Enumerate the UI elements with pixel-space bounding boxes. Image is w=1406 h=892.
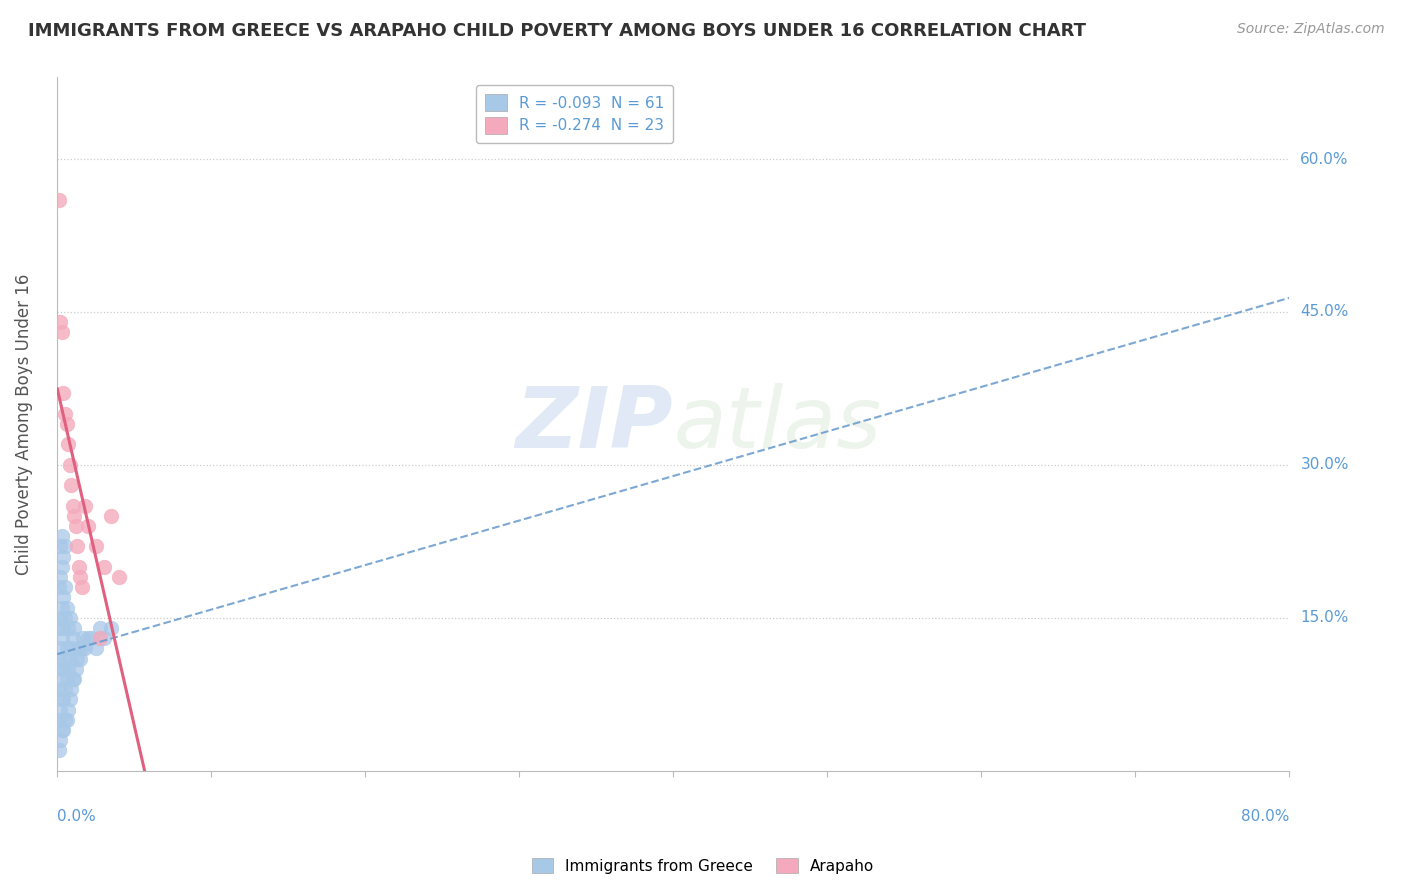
Point — [73, 499, 96, 513]
Point — [56, 437, 79, 451]
Point — [51, 723, 73, 737]
Point — [63, 672, 86, 686]
Point — [93, 631, 115, 645]
Point — [51, 326, 73, 340]
Point — [49, 733, 72, 747]
Point — [51, 559, 73, 574]
Point — [56, 621, 79, 635]
Text: 45.0%: 45.0% — [1301, 304, 1348, 319]
Point — [51, 529, 73, 543]
Point — [108, 570, 131, 584]
Point — [60, 682, 83, 697]
Point — [51, 662, 73, 676]
Point — [52, 692, 75, 706]
Point — [49, 570, 72, 584]
Point — [53, 713, 76, 727]
Point — [67, 559, 90, 574]
Point — [67, 641, 90, 656]
Point — [72, 631, 94, 645]
Point — [77, 631, 100, 645]
Point — [55, 713, 77, 727]
Point — [49, 702, 72, 716]
Point — [66, 540, 89, 554]
Point — [53, 407, 76, 421]
Text: 0.0%: 0.0% — [58, 809, 96, 824]
Point — [69, 570, 91, 584]
Point — [48, 193, 70, 207]
Point — [53, 651, 76, 665]
Point — [69, 651, 91, 665]
Point — [60, 478, 83, 492]
Point — [51, 631, 73, 645]
Text: 60.0%: 60.0% — [1301, 152, 1348, 167]
Point — [89, 631, 111, 645]
Point — [55, 641, 77, 656]
Text: 15.0%: 15.0% — [1301, 610, 1348, 625]
Y-axis label: Child Poverty Among Boys Under 16: Child Poverty Among Boys Under 16 — [15, 273, 32, 574]
Point — [53, 682, 76, 697]
Point — [48, 580, 70, 594]
Point — [100, 508, 122, 523]
Point — [66, 651, 89, 665]
Point — [59, 651, 82, 665]
Point — [48, 743, 70, 757]
Point — [60, 641, 83, 656]
Point — [52, 549, 75, 564]
Point — [49, 315, 72, 329]
Point — [63, 508, 86, 523]
Point — [53, 540, 76, 554]
Point — [93, 559, 115, 574]
Point — [65, 662, 87, 676]
Legend: Immigrants from Greece, Arapaho: Immigrants from Greece, Arapaho — [526, 852, 880, 880]
Point — [73, 641, 96, 656]
Point — [52, 591, 75, 605]
Text: Source: ZipAtlas.com: Source: ZipAtlas.com — [1237, 22, 1385, 37]
Point — [70, 641, 93, 656]
Point — [84, 641, 107, 656]
Point — [49, 641, 72, 656]
Point — [55, 417, 77, 431]
Point — [62, 672, 84, 686]
Point — [89, 621, 111, 635]
Point — [49, 540, 72, 554]
Point — [48, 651, 70, 665]
Point — [52, 386, 75, 401]
Point — [48, 621, 70, 635]
Point — [59, 692, 82, 706]
Point — [48, 682, 70, 697]
Point — [56, 702, 79, 716]
Point — [49, 611, 72, 625]
Point — [63, 621, 86, 635]
Text: 30.0%: 30.0% — [1301, 458, 1348, 473]
Text: atlas: atlas — [673, 383, 882, 466]
Point — [62, 631, 84, 645]
Point — [100, 621, 122, 635]
Point — [52, 621, 75, 635]
Point — [59, 458, 82, 472]
Point — [62, 499, 84, 513]
Point — [51, 600, 73, 615]
Point — [70, 580, 93, 594]
Point — [49, 672, 72, 686]
Point — [51, 692, 73, 706]
Point — [48, 713, 70, 727]
Text: IMMIGRANTS FROM GREECE VS ARAPAHO CHILD POVERTY AMONG BOYS UNDER 16 CORRELATION : IMMIGRANTS FROM GREECE VS ARAPAHO CHILD … — [28, 22, 1085, 40]
Text: ZIP: ZIP — [516, 383, 673, 466]
Point — [80, 631, 103, 645]
Point — [53, 580, 76, 594]
Point — [59, 611, 82, 625]
Point — [52, 723, 75, 737]
Point — [56, 662, 79, 676]
Point — [55, 600, 77, 615]
Text: 80.0%: 80.0% — [1241, 809, 1289, 824]
Point — [53, 611, 76, 625]
Legend: R = -0.093  N = 61, R = -0.274  N = 23: R = -0.093 N = 61, R = -0.274 N = 23 — [477, 85, 673, 143]
Point — [52, 662, 75, 676]
Point — [55, 672, 77, 686]
Point — [84, 540, 107, 554]
Point — [77, 519, 100, 533]
Point — [65, 519, 87, 533]
